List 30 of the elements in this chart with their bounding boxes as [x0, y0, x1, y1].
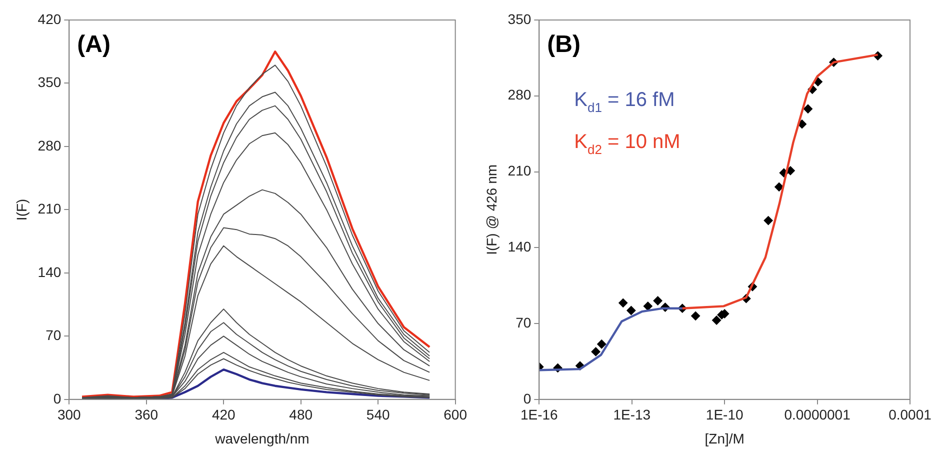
- x-tick-label: 1E-13: [613, 406, 651, 423]
- x-tick-label: 600: [444, 406, 468, 423]
- text: (B): [547, 31, 580, 58]
- y-axis-title: I(F) @ 426 nm: [483, 164, 500, 255]
- x-tick-label: 1E-16: [520, 406, 558, 423]
- y-tick-label: 70: [516, 314, 532, 330]
- y-tick-label: 350: [38, 74, 62, 90]
- x-tick-label: 360: [134, 406, 158, 423]
- y-tick-label: 350: [508, 10, 532, 27]
- y-axis-title: I(F): [13, 198, 30, 221]
- x-axis-title: [Zn]/M: [704, 430, 744, 446]
- y-tick-label: 280: [38, 137, 62, 154]
- y-tick-label: 210: [38, 200, 62, 217]
- x-axis-title: wavelength/nm: [214, 430, 310, 446]
- y-tick-label: 70: [46, 327, 62, 344]
- y-tick-label: 140: [38, 264, 62, 280]
- x-tick-label: 0.0000001: [784, 406, 851, 423]
- text: (A): [77, 31, 110, 58]
- y-tick-label: 0: [523, 390, 532, 406]
- x-tick-label: 1E-10: [706, 406, 744, 423]
- y-tick-label: 140: [508, 238, 532, 254]
- x-tick-label: 300: [57, 406, 82, 423]
- x-tick-label: 420: [212, 406, 236, 423]
- y-tick-label: 280: [508, 86, 532, 103]
- x-tick-label: 0.0001: [888, 406, 932, 423]
- y-tick-label: 0: [53, 390, 62, 406]
- x-tick-label: 540: [366, 406, 390, 423]
- x-tick-label: 480: [289, 406, 313, 423]
- y-tick-label: 420: [38, 10, 62, 27]
- y-tick-label: 210: [508, 162, 532, 179]
